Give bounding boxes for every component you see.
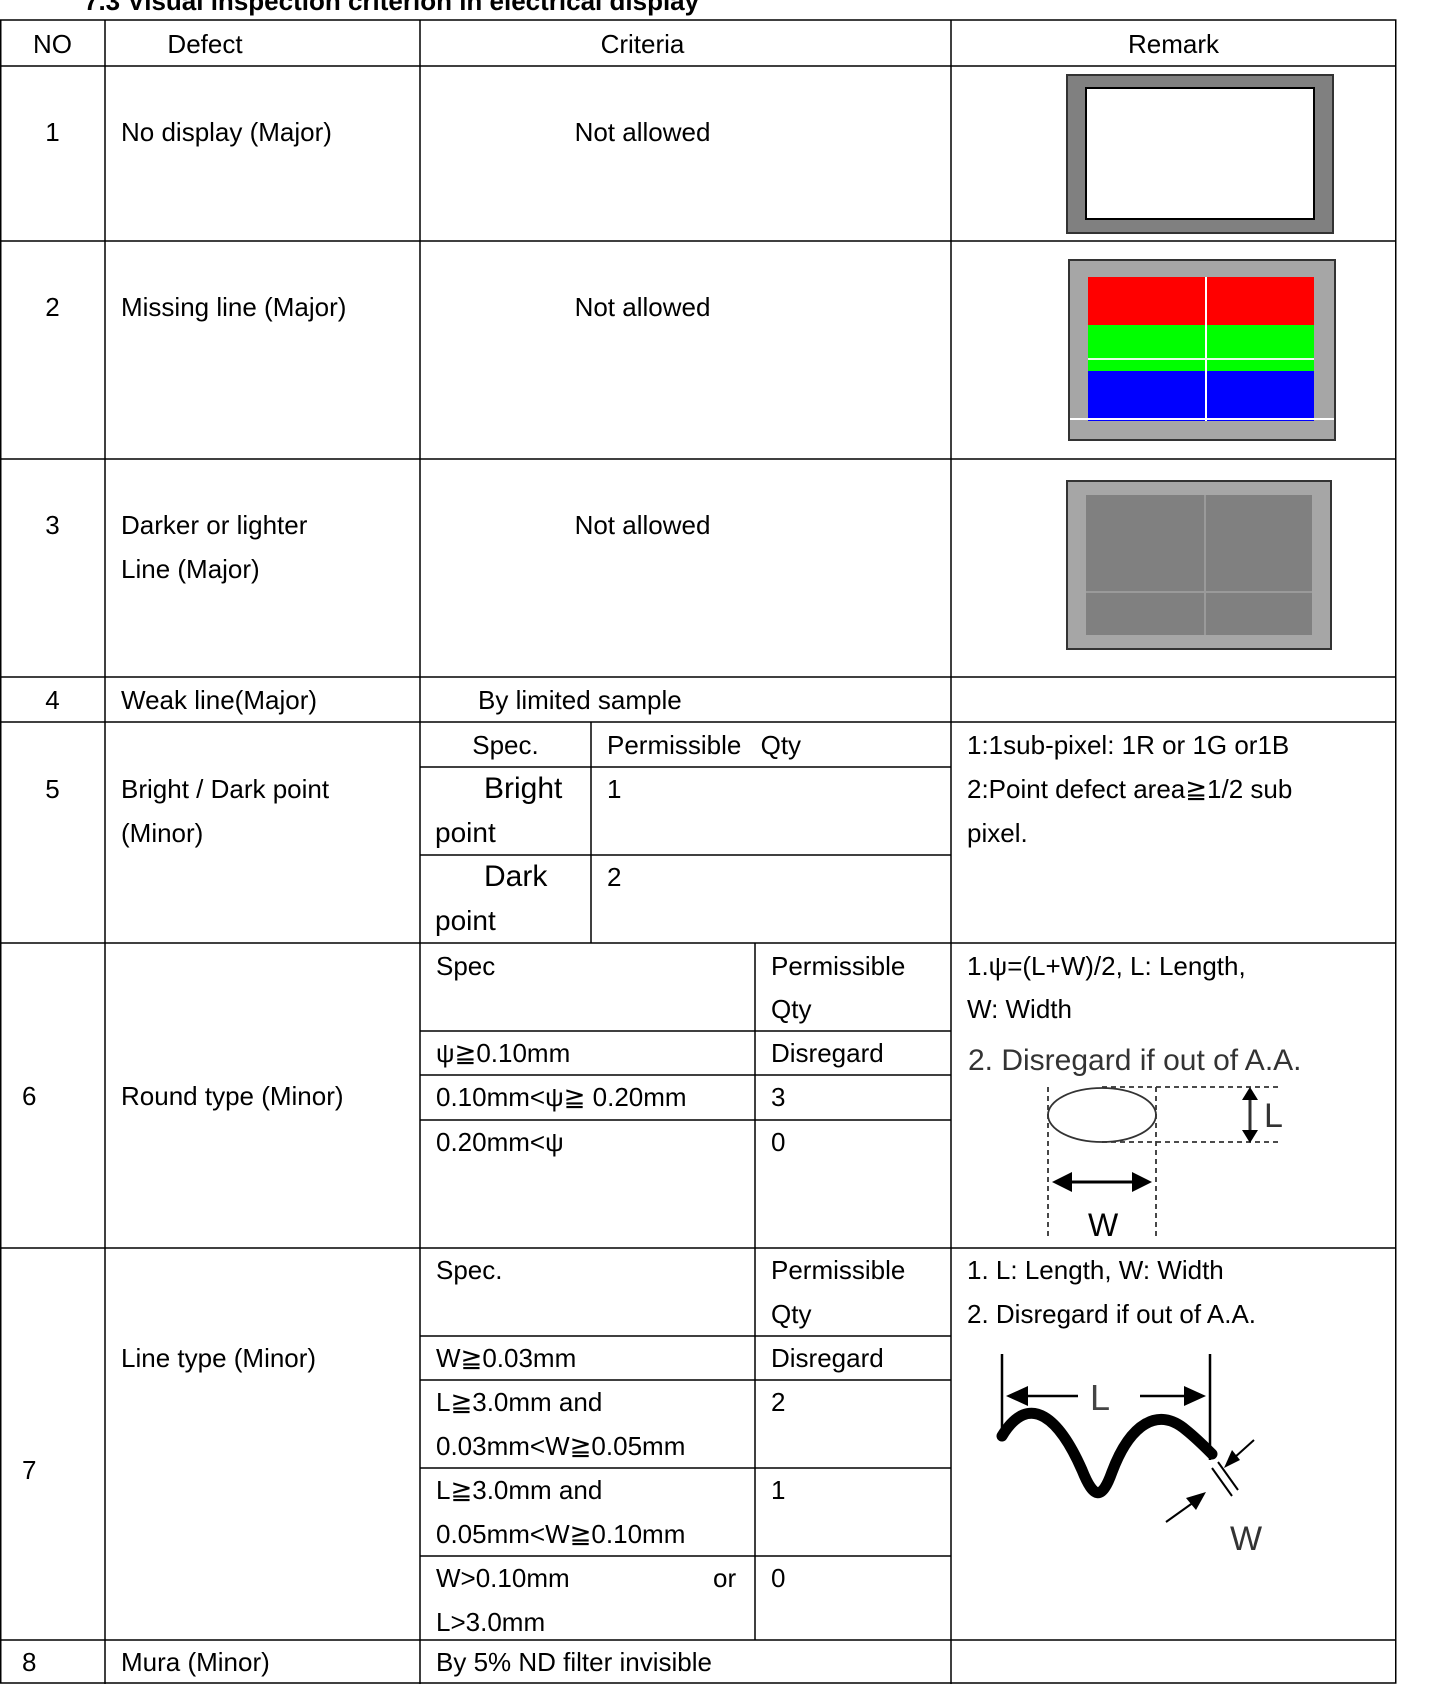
row-number: 3 <box>45 510 60 540</box>
section-heading: 7.3 Visual inspection criterion in elect… <box>84 0 700 16</box>
qty-header-line2: Qty <box>771 1299 812 1329</box>
defect-name: Line type (Minor) <box>121 1343 317 1373</box>
row-number: 2 <box>45 292 60 322</box>
width-label: W <box>1230 1520 1262 1558</box>
defect-name-line2: (Minor) <box>121 818 204 848</box>
row-number: 4 <box>45 685 60 715</box>
remark-line: 2:Point defect area≧1/2 sub <box>967 774 1293 804</box>
line-defect-diagram: L W <box>996 1354 1262 1558</box>
spec-value-line2: 0.03mm<W≧0.05mm <box>436 1431 686 1461</box>
spec-value: 0.20mm<ψ <box>436 1127 564 1157</box>
qty-value: 1 <box>607 774 622 804</box>
defect-name: No display (Major) <box>121 117 332 147</box>
row-number: 8 <box>22 1647 37 1677</box>
header-criteria: Criteria <box>600 29 685 59</box>
remark-line: 1.ψ=(L+W)/2, L: Length, <box>967 951 1246 981</box>
no-display-illustration <box>1066 74 1334 234</box>
spec-header: Spec. <box>436 1255 503 1285</box>
spec-value: W≧0.03mm <box>436 1343 577 1373</box>
qty-value: Disregard <box>771 1038 884 1068</box>
qty-value: 2 <box>771 1387 786 1417</box>
spec-header: Spec. <box>472 730 539 760</box>
qty-value: 3 <box>771 1082 786 1112</box>
qty-value: 0 <box>771 1563 786 1593</box>
qty-value: Disregard <box>771 1343 884 1373</box>
spec-header: Spec <box>436 951 496 981</box>
remark-line: 1. L: Length, W: Width <box>967 1255 1224 1285</box>
qty-value: 2 <box>607 862 622 892</box>
spec-value-line1: L≧3.0mm and <box>436 1387 603 1417</box>
spec-value: ψ≧0.10mm <box>436 1038 571 1068</box>
criteria-text: By limited sample <box>478 685 682 715</box>
spec-value: 0.10mm<ψ≧ 0.20mm <box>436 1082 687 1112</box>
criteria-text: By 5% ND filter invisible <box>436 1647 712 1677</box>
defect-name: Mura (Minor) <box>121 1647 270 1677</box>
qty-value: 0 <box>771 1127 786 1157</box>
missing-line-illustration <box>1068 259 1336 441</box>
remark-line: 2. Disregard if out of A.A. <box>967 1299 1257 1329</box>
criteria-text: Not allowed <box>574 292 711 322</box>
defect-name-line1: Darker or lighter <box>121 510 308 540</box>
spec-value-line1b: or <box>713 1563 737 1593</box>
qty-header-line1: Permissible <box>771 1255 906 1285</box>
qty-value: 1 <box>771 1475 786 1505</box>
darker-lighter-line-illustration <box>1066 480 1332 650</box>
criteria-text: Not allowed <box>574 117 711 147</box>
remark-line: pixel. <box>967 818 1028 848</box>
defect-name: Round type (Minor) <box>121 1081 344 1111</box>
defect-name-line2: Line (Major) <box>121 554 260 584</box>
round-type-figure-caption: 2. Disregard if out of A.A. <box>968 1044 1302 1077</box>
header-defect: Defect <box>167 29 243 59</box>
length-label: L <box>1090 1377 1110 1418</box>
row-number: 7 <box>22 1455 37 1485</box>
qty-header-line2: Qty <box>771 994 812 1024</box>
length-label: L <box>1264 1097 1283 1135</box>
spec-line2: point <box>435 817 496 848</box>
remark-line: W: Width <box>967 994 1072 1024</box>
row-number: 1 <box>45 117 60 147</box>
spec-value-line1a: W>0.10mm <box>436 1563 570 1593</box>
round-defect-diagram: L W <box>1047 1086 1283 1242</box>
defect-name-line1: Bright / Dark point <box>121 774 330 804</box>
defect-name: Weak line(Major) <box>121 685 318 715</box>
spec-line2: point <box>435 905 496 936</box>
spec-value-line1: L≧3.0mm and <box>436 1475 603 1505</box>
qty-header-line1: Permissible <box>771 951 906 981</box>
remark-line: 1:1sub-pixel: 1R or 1G or1B <box>967 730 1290 760</box>
header-no: NO <box>33 29 72 59</box>
row-number: 5 <box>45 774 60 804</box>
header-remark: Remark <box>1127 29 1219 59</box>
width-label: W <box>1088 1207 1119 1242</box>
spec-value-line2: 0.05mm<W≧0.10mm <box>436 1519 686 1549</box>
spec-line1: Bright <box>484 772 563 805</box>
criteria-text: Not allowed <box>574 510 711 540</box>
row-number: 6 <box>22 1081 37 1111</box>
defect-name: Missing line (Major) <box>121 292 347 322</box>
qty-header: Permissible Qty <box>607 730 802 760</box>
spec-value-line2: L>3.0mm <box>436 1607 546 1637</box>
spec-line1: Dark <box>484 860 548 893</box>
